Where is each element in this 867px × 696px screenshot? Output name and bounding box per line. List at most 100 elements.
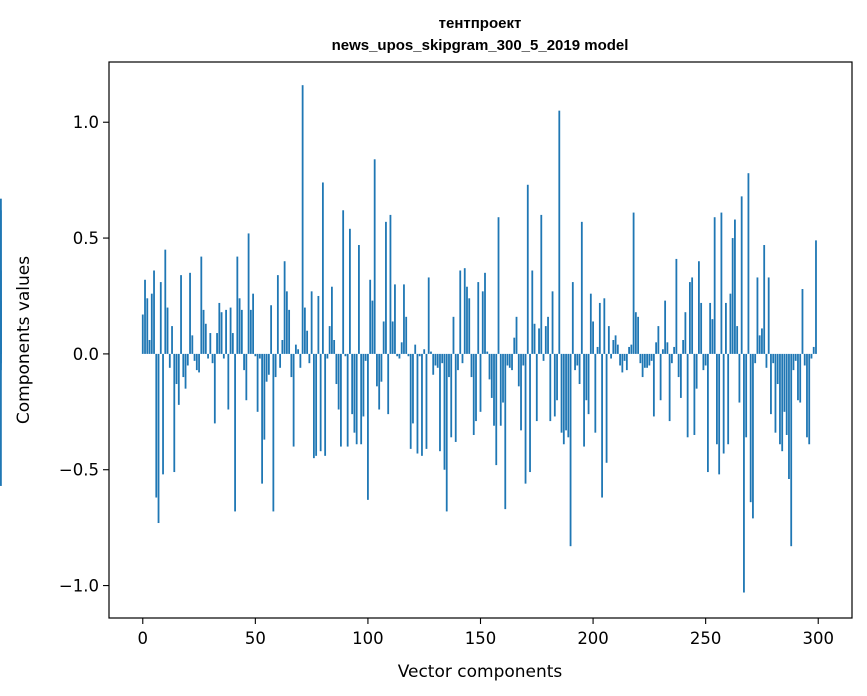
bar	[335, 353, 338, 385]
bar	[439, 353, 441, 452]
bar	[423, 349, 426, 354]
bar	[475, 353, 477, 422]
bar	[301, 85, 304, 354]
bar	[668, 353, 671, 422]
bar	[517, 353, 520, 387]
bar	[364, 353, 367, 361]
bar	[497, 217, 500, 354]
bar	[607, 326, 610, 354]
bar	[450, 353, 453, 438]
bar	[315, 353, 318, 456]
bar	[200, 256, 203, 354]
bar	[549, 353, 552, 422]
bar	[207, 353, 209, 359]
bar	[425, 353, 428, 449]
bar	[799, 353, 802, 403]
bar	[758, 335, 761, 354]
bar	[180, 275, 182, 354]
bar	[479, 353, 482, 412]
bar	[342, 210, 345, 354]
bar	[189, 272, 191, 354]
bar	[407, 353, 410, 357]
bar	[288, 309, 291, 354]
bar	[191, 335, 194, 354]
bar	[648, 353, 651, 366]
bar	[652, 353, 655, 417]
bar	[547, 316, 549, 354]
bar	[182, 353, 185, 378]
bar	[229, 307, 232, 354]
bar	[432, 353, 435, 375]
bar	[481, 291, 484, 354]
bar	[686, 353, 689, 438]
bar	[711, 319, 714, 354]
bar	[556, 353, 558, 401]
bar	[457, 353, 459, 371]
bar	[562, 353, 565, 445]
bar	[141, 314, 144, 354]
bar	[198, 353, 200, 373]
bar	[806, 353, 808, 438]
bar	[238, 298, 241, 354]
bar	[416, 353, 419, 454]
bar	[254, 353, 257, 357]
bar	[312, 353, 315, 459]
bar	[688, 282, 691, 354]
bar	[472, 353, 475, 435]
bar	[628, 346, 630, 354]
bar	[664, 300, 667, 354]
bar	[150, 293, 153, 354]
bar	[716, 353, 718, 445]
bar	[592, 321, 594, 354]
bar	[524, 353, 527, 484]
bar	[495, 353, 498, 466]
bar	[601, 353, 603, 498]
bar	[245, 353, 248, 401]
bar	[720, 212, 723, 354]
bar	[463, 268, 466, 354]
bar	[279, 353, 282, 368]
y-tick-label: −0.5	[59, 461, 99, 480]
bar	[513, 337, 516, 354]
bar	[797, 353, 799, 401]
bar	[749, 353, 752, 503]
bar	[736, 326, 739, 354]
bar	[443, 353, 446, 470]
bar	[785, 353, 788, 435]
bar	[222, 353, 225, 359]
bar	[722, 353, 725, 454]
bar	[184, 353, 187, 389]
bar	[445, 353, 448, 512]
bar	[569, 353, 572, 547]
bar	[436, 353, 439, 368]
bar	[173, 353, 176, 473]
bar	[709, 302, 712, 354]
bar	[815, 240, 817, 354]
bar	[454, 353, 457, 442]
bar	[319, 353, 322, 452]
bar	[389, 214, 392, 354]
bar	[202, 309, 205, 354]
bar	[211, 353, 214, 364]
bar	[698, 261, 700, 354]
bar	[535, 353, 538, 422]
bar	[542, 353, 545, 361]
bar	[666, 342, 669, 354]
bar	[337, 353, 340, 410]
bar	[382, 321, 385, 354]
bar	[713, 217, 716, 354]
bar	[661, 349, 664, 354]
y-tick-label: 0.5	[73, 229, 99, 248]
bar	[567, 353, 570, 438]
ticks-layer: 0 50 100 150 200 250 300 −1.0 −0.5 0.0 0.5 1.0	[59, 113, 834, 648]
bar	[441, 353, 444, 364]
bar	[756, 277, 759, 354]
bar	[598, 302, 601, 354]
bar	[544, 326, 547, 354]
x-tick-label: 0	[138, 629, 149, 648]
bar	[297, 349, 300, 354]
bar	[621, 353, 624, 373]
bar	[616, 344, 619, 354]
bar	[263, 353, 266, 440]
bar	[801, 289, 804, 354]
